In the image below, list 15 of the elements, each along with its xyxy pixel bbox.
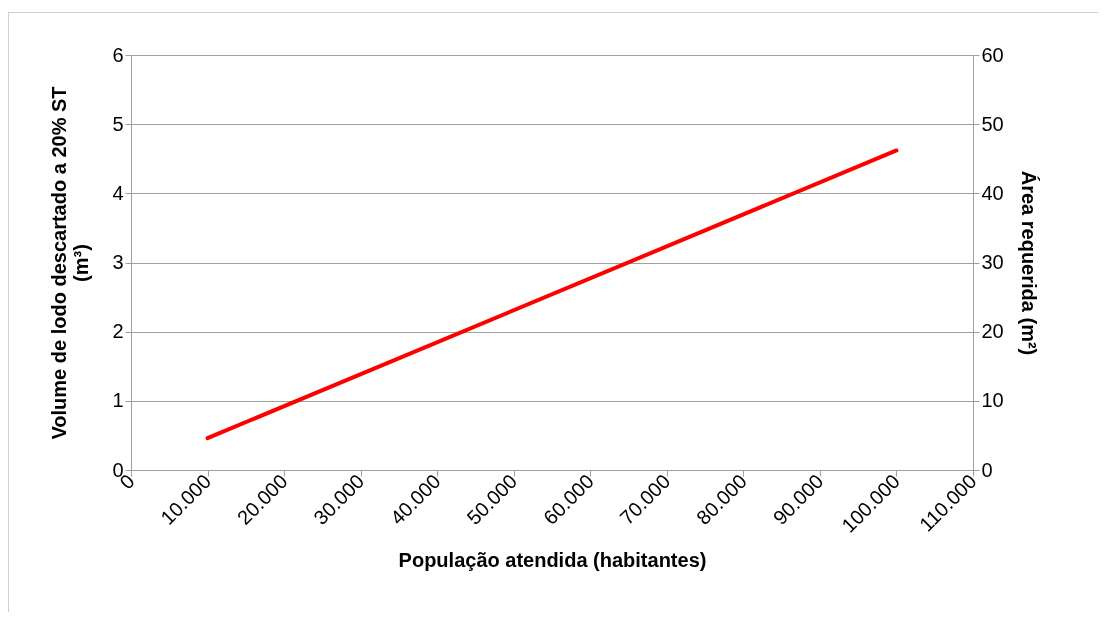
y2-tick-label: 20 [981,320,1004,343]
y-tick-label: 5 [112,112,124,135]
y-axis-title: Volume de lodo descartado a 20% ST (m³) [48,86,93,440]
y-tick-label: 6 [112,43,124,66]
y2-tick-label: 60 [981,43,1004,66]
y-tick-label: 2 [112,320,124,343]
y2-tick-label: 40 [981,181,1004,204]
y-tick-label: 1 [112,389,124,412]
y2-tick-label: 50 [981,112,1004,135]
y-tick-label: 4 [112,181,124,204]
y2-axis-title: Área requerida (m²) [1017,170,1040,356]
y2-tick-label: 10 [981,389,1004,412]
x-axis-title: População atendida (habitantes) [398,548,707,571]
y-tick-label: 3 [112,251,124,273]
y2-tick-label: 30 [981,251,1004,273]
